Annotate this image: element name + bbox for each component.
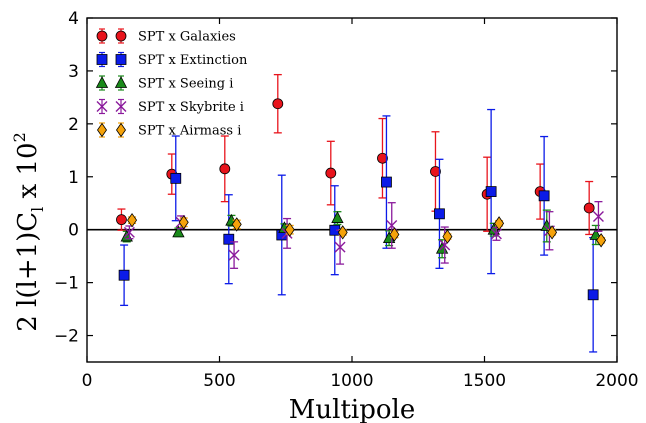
series-2 [120, 209, 602, 259]
y-axis-label-sub: l [28, 207, 47, 212]
legend-entry: SPT x Galaxies [96, 28, 236, 45]
data-point [178, 215, 189, 230]
data-point [272, 98, 284, 110]
y-tick-label: 3 [68, 62, 79, 82]
y-tick-label: 4 [68, 9, 79, 29]
y-axis-label-mid: x 10 [13, 142, 43, 206]
data-point [334, 241, 346, 253]
data-point [223, 233, 235, 245]
data-point [389, 227, 400, 242]
data-point [170, 172, 182, 184]
legend-marker [95, 76, 109, 88]
legend-label: SPT x Seeing i [138, 77, 233, 92]
data-point [485, 186, 497, 197]
legend: SPT x Galaxies SPT x Extinction SPT x Seei… [95, 28, 248, 139]
series-3 [123, 200, 604, 269]
data-point [118, 269, 130, 281]
data-point [231, 217, 242, 232]
data-point [434, 208, 445, 220]
x-axis-label: Multipole [289, 395, 415, 423]
data-point [490, 228, 502, 240]
y-tick-label: −2 [54, 327, 79, 347]
data-point [430, 166, 441, 177]
legend-marker [115, 54, 127, 65]
y-axis-label-lead: 2 l(l+1)C [13, 212, 43, 332]
series-4 [127, 212, 607, 248]
data-point [547, 225, 558, 240]
x-tick-label: 2000 [595, 371, 638, 391]
data-point [219, 163, 231, 175]
legend-marker [116, 122, 126, 138]
x-tick-label: 0 [82, 371, 93, 391]
x-tick-label: 1500 [463, 371, 506, 391]
axis-ticks: 0 500 1000 1500 2000 −2 −1 0 1 2 3 4 [54, 9, 639, 391]
legend-marker [115, 101, 127, 112]
legend-entry: SPT x Skybrite i [96, 98, 244, 115]
legend-marker [97, 122, 107, 138]
data-point [442, 229, 453, 244]
data-point [538, 190, 550, 202]
data-point [123, 226, 135, 238]
legend-entry: SPT x Extinction [96, 51, 248, 68]
data-point [587, 289, 599, 301]
data-point [592, 210, 604, 222]
legend-label: SPT x Galaxies [138, 30, 236, 45]
y-tick-label: 1 [68, 168, 79, 188]
data-point [172, 225, 185, 238]
data-point [583, 202, 595, 214]
y-axis-label: 2 l(l+1)Cl x 102 [10, 132, 47, 332]
legend-entry: SPT x Seeing i [95, 75, 233, 92]
data-point [228, 249, 240, 261]
data-layer [87, 73, 617, 353]
data-point [337, 225, 348, 240]
legend-marker [115, 30, 127, 42]
series-0 [116, 73, 595, 236]
data-point [596, 233, 607, 248]
y-axis-label-sup: 2 [10, 132, 29, 142]
data-point [127, 212, 138, 228]
data-point [377, 152, 388, 164]
legend-label: SPT x Airmass i [138, 124, 241, 139]
data-point [284, 222, 295, 237]
x-tick-label: 500 [203, 371, 235, 391]
legend-marker [96, 30, 108, 42]
data-point [325, 167, 337, 179]
legend-entry: SPT x Airmass i [97, 122, 241, 139]
x-tick-label: 1000 [330, 371, 373, 391]
data-point [381, 176, 392, 188]
y-tick-label: −1 [54, 274, 79, 294]
y-tick-label: 0 [68, 221, 79, 241]
legend-label: SPT x Skybrite i [138, 100, 244, 115]
data-point [331, 211, 344, 223]
legend-marker [96, 101, 108, 112]
data-point [494, 216, 505, 231]
legend-marker [96, 54, 108, 65]
data-point [116, 214, 127, 226]
legend-marker [114, 76, 128, 88]
series-1 [118, 108, 599, 353]
y-tick-label: 2 [68, 115, 79, 135]
legend-label: SPT x Extinction [138, 53, 248, 68]
